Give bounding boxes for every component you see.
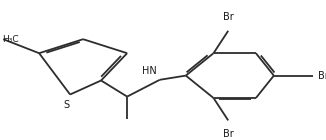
Text: H₃C: H₃C [2,35,18,44]
Text: Br: Br [223,12,233,22]
Text: HN: HN [142,66,157,76]
Text: Br: Br [223,129,233,139]
Text: Br: Br [318,71,326,81]
Text: S: S [64,100,70,110]
